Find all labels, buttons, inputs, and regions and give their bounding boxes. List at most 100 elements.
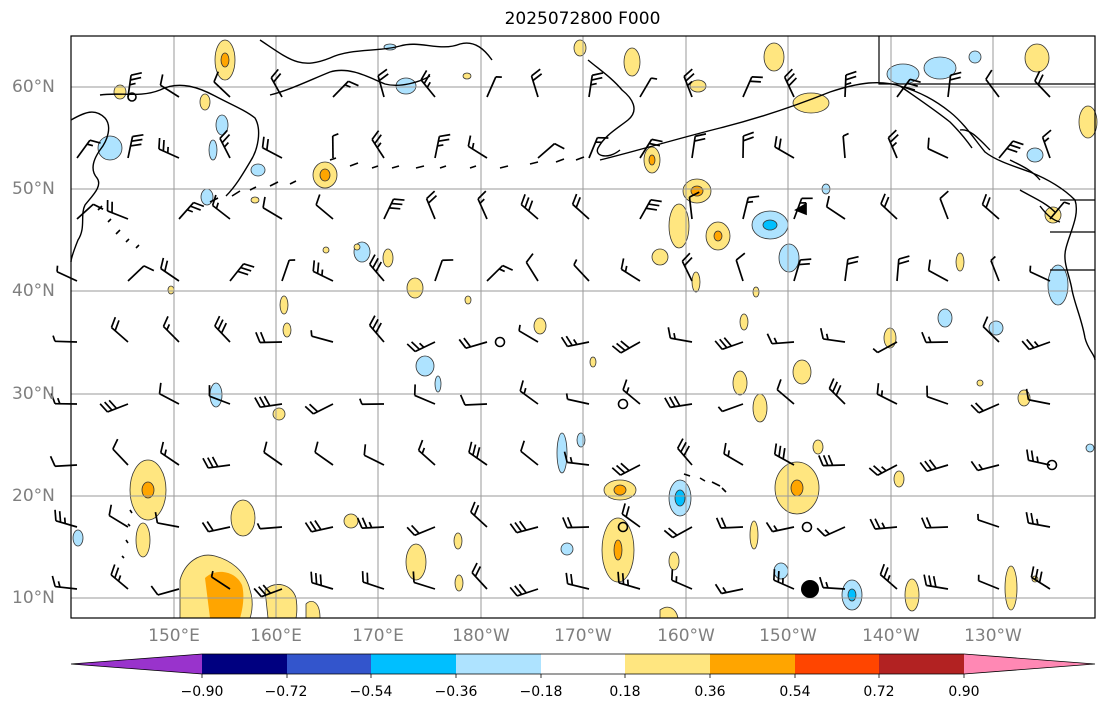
positive-anomaly-blob <box>668 203 690 249</box>
wind-barb <box>331 133 339 159</box>
positive-anomaly-blob <box>319 168 331 182</box>
wind-barb <box>262 196 283 220</box>
wind-barb <box>663 526 693 539</box>
wind-barb <box>256 522 283 530</box>
wind-barb <box>742 76 763 98</box>
wind-barb <box>255 331 283 344</box>
positive-anomaly-blob <box>113 84 127 100</box>
negative-anomaly-blob <box>200 188 214 206</box>
wind-barb <box>982 316 1000 343</box>
border-alaska-canada <box>878 36 1095 85</box>
wind-barb <box>468 441 488 466</box>
wind-barb <box>417 439 436 466</box>
wind-barb <box>127 133 144 159</box>
wind-barb <box>621 503 641 528</box>
negative-anomaly-blob <box>674 489 686 507</box>
positive-anomaly-blob <box>1024 43 1050 73</box>
wind-barb <box>773 443 795 466</box>
positive-anomaly-blob <box>533 317 547 335</box>
wind-barb <box>178 201 205 220</box>
wind-barb <box>921 331 949 344</box>
negative-anomaly-blob <box>778 243 800 273</box>
wind-barb <box>127 71 142 98</box>
wind-barb <box>1041 129 1052 159</box>
mariana-islands <box>121 509 133 559</box>
colorbar-segment <box>287 654 371 674</box>
colorbar-segment <box>541 654 625 674</box>
wind-barb <box>356 517 385 529</box>
positive-anomaly-blob <box>405 543 427 581</box>
negative-anomaly-blob <box>209 382 223 408</box>
wind-barb <box>970 460 1000 472</box>
wind-barb <box>158 137 180 159</box>
wind-barb <box>359 398 385 406</box>
wind-barb-pennant <box>794 202 807 216</box>
wind-barb <box>565 393 590 405</box>
positive-anomaly-blob <box>135 522 151 558</box>
wind-barb <box>639 77 658 98</box>
negative-anomaly-blob <box>415 355 435 377</box>
wind-barb <box>420 69 436 98</box>
wind-barb <box>210 570 231 590</box>
calm-circle <box>494 336 506 348</box>
wind-barb <box>470 501 488 528</box>
wind-barb <box>783 68 798 98</box>
negative-anomaly-blob <box>97 135 123 161</box>
wind-barb <box>977 574 1000 590</box>
lon-label: 150°E <box>148 626 200 646</box>
lon-label: 180°W <box>452 626 510 646</box>
negative-anomaly-blob <box>1085 443 1095 453</box>
wind-barb <box>981 193 1000 220</box>
wind-barb <box>150 585 180 596</box>
wind-barb <box>406 341 436 353</box>
positive-anomaly-blob <box>651 248 669 266</box>
wind-barb <box>985 69 1000 98</box>
wind-barb <box>681 252 693 282</box>
wind-barb <box>565 572 590 590</box>
wind-barb <box>413 384 436 405</box>
positive-anomaly-blob <box>893 470 905 488</box>
wind-barb <box>412 571 436 590</box>
wind-barb <box>377 68 389 98</box>
coastline-bc-islands <box>1019 189 1061 223</box>
wind-barbs <box>49 68 1071 598</box>
positive-anomaly-blob <box>167 285 175 295</box>
lon-label: 140°W <box>862 626 920 646</box>
wind-barb <box>920 517 949 529</box>
wind-barb <box>742 131 754 159</box>
wind-barb <box>281 259 296 282</box>
colorbar-tick-label: −0.36 <box>434 684 478 700</box>
positive-anomaly-blob <box>713 230 723 242</box>
lon-label: 170°W <box>554 626 612 646</box>
coastline-canada-inlets <box>899 85 1041 181</box>
wind-barb <box>459 394 488 406</box>
coastline-siberia-north <box>259 39 493 64</box>
wind-barb <box>127 265 155 282</box>
wind-barb <box>406 524 436 537</box>
wind-barb <box>869 518 898 530</box>
map-title: 2025072800 F000 <box>504 9 661 29</box>
wind-barb <box>683 68 695 98</box>
positive-anomaly-blob <box>790 479 804 497</box>
wind-barb <box>880 193 898 220</box>
positive-anomaly-blob <box>689 79 707 93</box>
wind-barb <box>896 78 921 98</box>
positive-anomaly-blob <box>668 551 680 571</box>
wind-barb <box>923 574 949 590</box>
wind-barb <box>670 569 693 590</box>
positive-anomaly-blob <box>883 327 897 349</box>
positive-anomaly-blob <box>199 93 211 111</box>
wind-barb <box>312 260 334 282</box>
wind-barb <box>471 562 488 590</box>
wind-barb <box>620 258 641 282</box>
wind-barb <box>486 76 502 98</box>
positive-anomaly-core <box>205 571 244 618</box>
colorbar-extend-min <box>71 654 202 674</box>
positive-anomaly-blob <box>453 532 463 550</box>
wind-barb <box>714 337 744 351</box>
wind-barb <box>887 129 899 159</box>
wind-barb <box>573 259 590 282</box>
wind-barb <box>56 265 78 282</box>
wind-barb <box>715 517 744 529</box>
gridlines <box>71 36 1095 618</box>
